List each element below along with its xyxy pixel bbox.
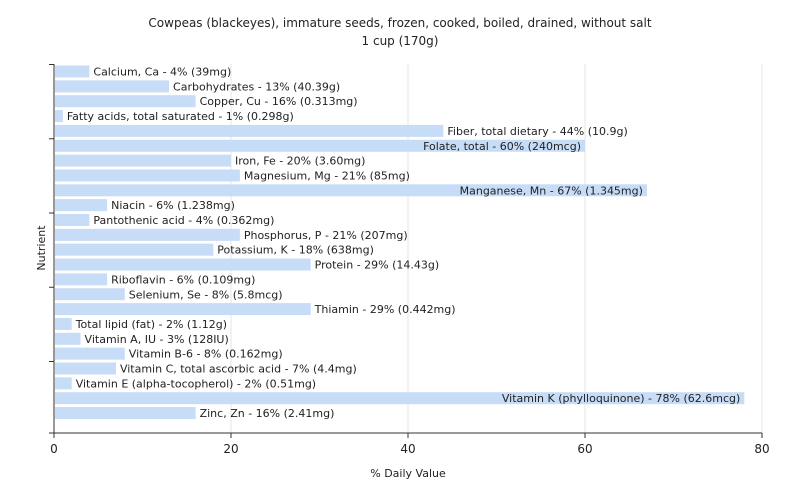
bar bbox=[55, 258, 311, 271]
bar bbox=[55, 139, 585, 152]
bars bbox=[55, 65, 745, 420]
x-axis-title: % Daily Value bbox=[370, 467, 446, 480]
bar bbox=[55, 243, 214, 256]
bar-label: Vitamin C, total ascorbic acid - 7% (4.4… bbox=[120, 363, 357, 376]
chart-subtitle: 1 cup (170g) bbox=[362, 34, 439, 48]
bar-label: Fiber, total dietary - 44% (10.9g) bbox=[447, 125, 627, 138]
x-tick-label: 0 bbox=[50, 442, 58, 456]
x-tick-label: 60 bbox=[577, 442, 592, 456]
x-ticks: 0 20 40 60 80 bbox=[50, 433, 770, 456]
bar-label: Folate, total - 60% (240mcg) bbox=[423, 140, 581, 153]
bar bbox=[55, 332, 81, 345]
bar-label: Vitamin K (phylloquinone) - 78% (62.6mcg… bbox=[502, 392, 740, 405]
bar bbox=[55, 303, 311, 316]
bar-label: Vitamin B-6 - 8% (0.162mg) bbox=[129, 348, 283, 361]
x-tick-label: 80 bbox=[754, 442, 769, 456]
bar-label: Selenium, Se - 8% (5.8mcg) bbox=[129, 288, 283, 301]
bar-label: Pantothenic acid - 4% (0.362mg) bbox=[93, 214, 274, 227]
bar-label: Zinc, Zn - 16% (2.41mg) bbox=[200, 407, 335, 420]
bar bbox=[55, 124, 444, 137]
bar bbox=[55, 95, 196, 108]
bar bbox=[55, 184, 647, 197]
bar bbox=[55, 362, 116, 375]
bar bbox=[55, 169, 240, 182]
bar-label: Carbohydrates - 13% (40.39g) bbox=[173, 80, 340, 93]
bar-label: Copper, Cu - 16% (0.313mg) bbox=[200, 95, 358, 108]
bar-label: Manganese, Mn - 67% (1.345mg) bbox=[460, 184, 643, 197]
bar bbox=[55, 407, 196, 420]
bar bbox=[55, 110, 63, 123]
bar bbox=[55, 65, 90, 78]
bar-label: Fatty acids, total saturated - 1% (0.298… bbox=[67, 110, 294, 123]
bar bbox=[55, 347, 125, 360]
bar bbox=[55, 273, 108, 286]
bar-label: Potassium, K - 18% (638mg) bbox=[217, 244, 374, 257]
bar-labels: Calcium, Ca - 4% (39mg)Carbohydrates - 1… bbox=[67, 66, 740, 421]
bar bbox=[55, 288, 125, 301]
bar-label: Thiamin - 29% (0.442mg) bbox=[314, 303, 456, 316]
bar bbox=[55, 377, 72, 390]
bar-label: Calcium, Ca - 4% (39mg) bbox=[93, 66, 231, 79]
bar-label: Niacin - 6% (1.238mg) bbox=[111, 199, 235, 212]
x-tick-label: 40 bbox=[400, 442, 415, 456]
bar-label: Protein - 29% (14.43g) bbox=[315, 259, 440, 272]
bar-label: Vitamin E (alpha-tocopherol) - 2% (0.51m… bbox=[76, 377, 316, 390]
bar-label: Vitamin A, IU - 3% (128IU) bbox=[85, 333, 229, 346]
bar bbox=[55, 317, 72, 330]
bar-label: Phosphorus, P - 21% (207mg) bbox=[244, 229, 408, 242]
bar-label: Iron, Fe - 20% (3.60mg) bbox=[235, 155, 365, 168]
bar-label: Magnesium, Mg - 21% (85mg) bbox=[244, 169, 410, 182]
bar bbox=[55, 228, 240, 241]
bar bbox=[55, 214, 90, 226]
y-axis-title: Nutrient bbox=[35, 225, 48, 271]
bar bbox=[55, 80, 170, 93]
bar bbox=[55, 392, 745, 405]
x-tick-label: 20 bbox=[223, 442, 238, 456]
bar-label: Riboflavin - 6% (0.109mg) bbox=[111, 273, 255, 286]
bar-label: Total lipid (fat) - 2% (1.12g) bbox=[75, 318, 227, 331]
bar bbox=[55, 199, 108, 212]
bar bbox=[55, 154, 231, 167]
chart-title: Cowpeas (blackeyes), immature seeds, fro… bbox=[148, 16, 651, 30]
